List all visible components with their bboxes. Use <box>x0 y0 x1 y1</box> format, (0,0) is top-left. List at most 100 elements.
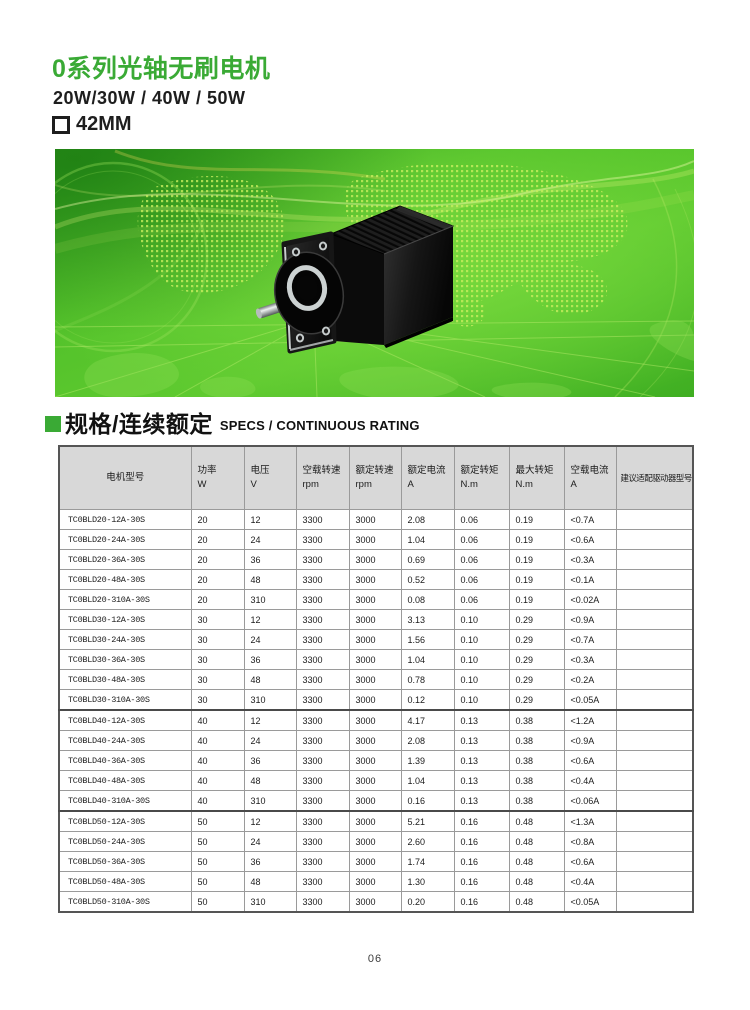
value-cell: 0.12 <box>400 689 455 711</box>
value-cell: 0.13 <box>453 770 510 791</box>
value-cell <box>615 529 694 550</box>
banner-graphic <box>55 149 694 397</box>
value-cell: <0.7A <box>563 629 617 650</box>
value-cell <box>615 709 694 731</box>
value-cell: <1.2A <box>563 709 617 731</box>
table-row: TC0BLD40-12A-30S 40 12 3300 3000 4.17 0.13 0.38… <box>58 709 694 731</box>
value-cell: 0.06 <box>453 509 510 530</box>
value-cell: 3000 <box>348 669 402 690</box>
value-cell: 2.08 <box>400 509 455 530</box>
table-row: TC0BLD30-48A-30S 30 48 3300 3000 0.78 0.10 0.29… <box>58 669 694 690</box>
specs-table: 电机型号 功率 W 电压 V 空载转速 rpm 额定转速 rpm 额定电流 A 额定转矩 N.m 最大转矩… <box>58 445 694 913</box>
value-cell: 40 <box>190 790 245 812</box>
value-cell: 3300 <box>295 750 350 771</box>
value-cell: 0.16 <box>453 831 510 852</box>
product-banner <box>55 149 694 397</box>
section-title-zh: 规格/连续额定 <box>65 411 213 437</box>
value-cell: 3000 <box>348 730 402 751</box>
value-cell: 3000 <box>348 509 402 530</box>
value-cell: 20 <box>190 529 245 550</box>
value-cell: 40 <box>190 709 245 731</box>
frame-size-line: 42MM <box>52 113 132 136</box>
value-cell: 3000 <box>348 549 402 570</box>
value-cell: 0.10 <box>453 629 510 650</box>
value-cell <box>615 649 694 670</box>
value-cell: 24 <box>243 730 297 751</box>
value-cell: 4.17 <box>400 709 455 731</box>
column-header: 建议适配驱动器型号 <box>615 445 694 510</box>
column-header: 额定转矩 N.m <box>453 445 510 510</box>
value-cell: 310 <box>243 891 297 913</box>
value-cell <box>615 589 694 610</box>
value-cell: 50 <box>190 831 245 852</box>
value-cell: 3000 <box>348 629 402 650</box>
value-cell: 0.19 <box>508 509 565 530</box>
value-cell: <0.3A <box>563 649 617 670</box>
page-number: 06 <box>367 953 383 965</box>
value-cell: 3300 <box>295 790 350 812</box>
model-cell: TC0BLD40-48A-30S <box>58 770 192 791</box>
value-cell: 12 <box>243 609 297 630</box>
value-cell <box>615 871 694 892</box>
value-cell: 24 <box>243 529 297 550</box>
table-row: TC0BLD50-24A-30S 50 24 3300 3000 2.60 0.16 0.48… <box>58 831 694 852</box>
page-title: 0系列光轴无刷电机 <box>52 55 271 83</box>
value-cell: 3300 <box>295 629 350 650</box>
value-cell: 0.48 <box>508 831 565 852</box>
value-cell: 3000 <box>348 750 402 771</box>
value-cell <box>615 831 694 852</box>
value-cell: 48 <box>243 569 297 590</box>
square-frame-icon <box>52 115 70 134</box>
value-cell: 0.29 <box>508 649 565 670</box>
value-cell: 40 <box>190 730 245 751</box>
value-cell: 0.29 <box>508 609 565 630</box>
value-cell: 48 <box>243 871 297 892</box>
value-cell: 0.06 <box>453 569 510 590</box>
value-cell: 0.48 <box>508 851 565 872</box>
value-cell: 50 <box>190 851 245 872</box>
section-bullet-icon <box>45 416 61 433</box>
model-cell: TC0BLD20-310A-30S <box>58 589 192 610</box>
value-cell: 30 <box>190 609 245 630</box>
column-header: 功率 W <box>190 445 245 510</box>
model-cell: TC0BLD40-36A-30S <box>58 750 192 771</box>
section-title-en: SPECS / CONTINUOUS RATING <box>219 418 420 434</box>
model-cell: TC0BLD40-24A-30S <box>58 730 192 751</box>
value-cell: 3000 <box>348 609 402 630</box>
value-cell: 310 <box>243 589 297 610</box>
value-cell: 3000 <box>348 871 402 892</box>
table-row: TC0BLD20-48A-30S 20 48 3300 3000 0.52 0.06 0.19… <box>58 569 694 590</box>
value-cell: 0.48 <box>508 871 565 892</box>
value-cell: 3000 <box>348 891 402 913</box>
value-cell: <0.6A <box>563 851 617 872</box>
value-cell: 0.10 <box>453 689 510 711</box>
value-cell: 0.78 <box>400 669 455 690</box>
value-cell: 3000 <box>348 790 402 812</box>
value-cell: <0.8A <box>563 831 617 852</box>
table-row: TC0BLD20-36A-30S 20 36 3300 3000 0.69 0.06 0.19… <box>58 549 694 570</box>
value-cell: 3300 <box>295 871 350 892</box>
column-header: 额定电流 A <box>400 445 455 510</box>
value-cell <box>615 689 694 711</box>
model-cell: TC0BLD50-310A-30S <box>58 891 192 913</box>
table-row: TC0BLD50-12A-30S 50 12 3300 3000 5.21 0.16 0.48… <box>58 810 694 832</box>
value-cell: 3300 <box>295 730 350 751</box>
table-row: TC0BLD20-310A-30S 20 310 3300 3000 0.08 0.06 0.… <box>58 589 694 610</box>
value-cell: 1.56 <box>400 629 455 650</box>
value-cell: 30 <box>190 669 245 690</box>
value-cell: 0.08 <box>400 589 455 610</box>
value-cell: <0.06A <box>563 790 617 812</box>
value-cell: 12 <box>243 509 297 530</box>
value-cell: <0.2A <box>563 669 617 690</box>
value-cell <box>615 790 694 812</box>
value-cell: 48 <box>243 770 297 791</box>
value-cell: 3300 <box>295 529 350 550</box>
value-cell: 1.04 <box>400 529 455 550</box>
value-cell <box>615 629 694 650</box>
value-cell: 5.21 <box>400 810 455 832</box>
value-cell: 0.16 <box>400 790 455 812</box>
value-cell: 0.19 <box>508 569 565 590</box>
value-cell: 3000 <box>348 831 402 852</box>
table-row: TC0BLD50-310A-30S 50 310 3300 3000 0.20 0.16 0.… <box>58 891 694 913</box>
